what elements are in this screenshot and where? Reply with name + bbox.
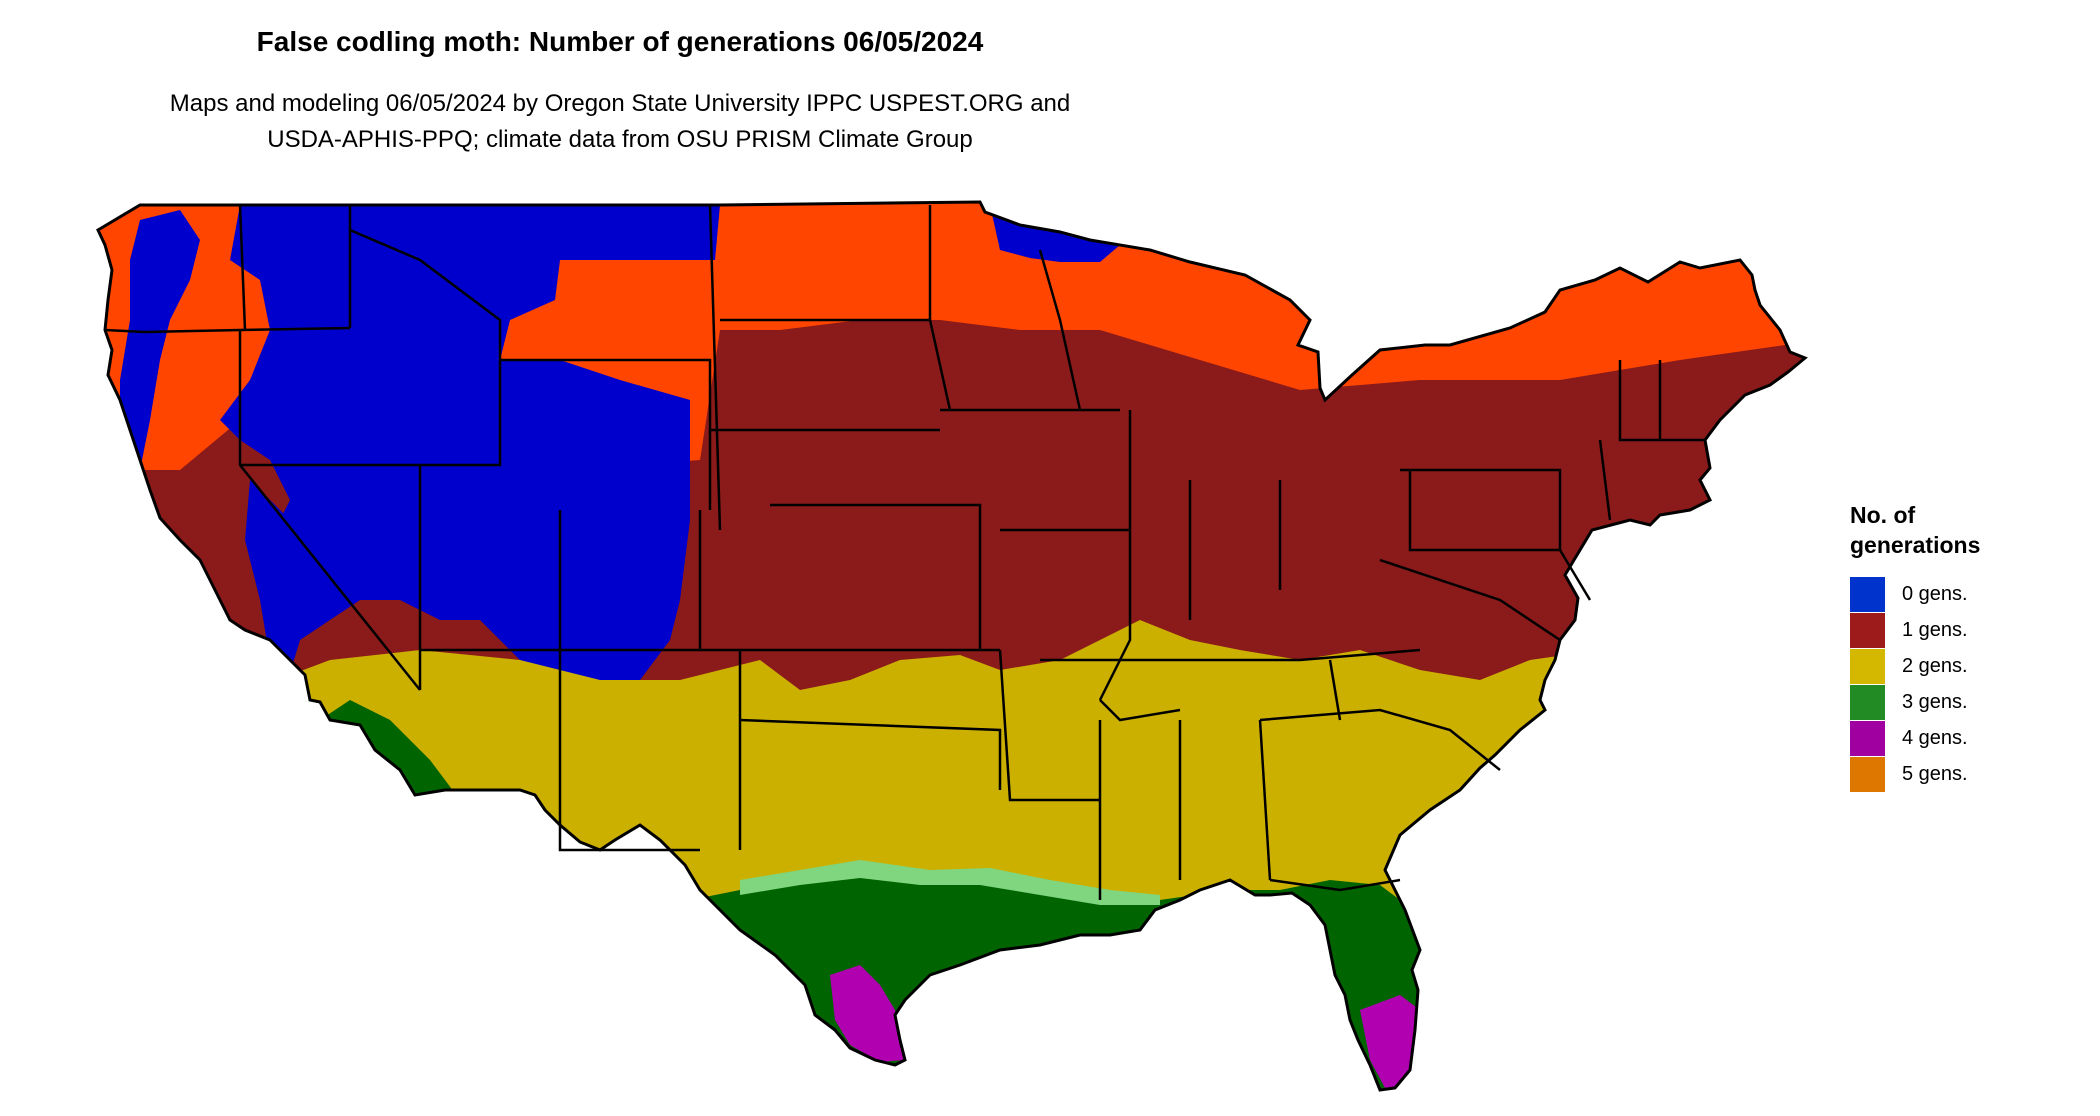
- legend-label: 3 gens.: [1902, 690, 1968, 713]
- map-region-four-texas: [830, 965, 905, 1062]
- legend-label: 4 gens.: [1902, 726, 1968, 749]
- state-border: [1040, 648, 1421, 662]
- legend-swatch: [1850, 648, 1885, 684]
- legend-label: 5 gens.: [1902, 762, 1968, 785]
- state-border: [104, 326, 351, 334]
- state-border: [1408, 470, 1560, 552]
- state-border: [1038, 249, 1082, 411]
- state-border: [558, 650, 700, 852]
- legend-items: 0 gens. 1 gens. 2 gens. 3 gens. 4 gens. …: [1850, 576, 2090, 792]
- state-border: [1379, 558, 1561, 642]
- subtitle-line-2: USDA-APHIS-PPQ; climate data from OSU PR…: [267, 126, 973, 153]
- state-border: [349, 228, 502, 360]
- map-region-three-light: [740, 860, 1160, 905]
- map-legend: No. of generations 0 gens. 1 gens. 2 gen…: [1850, 500, 2090, 792]
- legend-title: No. of generations: [1850, 500, 2090, 560]
- state-border: [238, 204, 247, 331]
- legend-item: 5 gens.: [1850, 756, 2090, 792]
- state-border: [1328, 659, 1342, 721]
- map-region-four-florida: [1360, 995, 1420, 1088]
- legend-swatch: [1850, 756, 1885, 792]
- map-region-zero-cascades: [120, 210, 200, 470]
- legend-swatch: [1850, 720, 1885, 756]
- map-region-three-gulf: [680, 870, 1430, 1090]
- legend-item: 3 gens.: [1850, 684, 2090, 720]
- legend-title-line-2: generations: [1850, 532, 1981, 558]
- map-region-five-keys: [1345, 1092, 1395, 1108]
- us-generations-map: [96, 200, 1807, 1108]
- state-border: [1558, 549, 1592, 601]
- state-border: [1099, 699, 1181, 722]
- subtitle-line-1: Maps and modeling 06/05/2024 by Oregon S…: [169, 90, 1071, 117]
- map-region-two-south: [98, 620, 1805, 1090]
- legend-swatch: [1850, 612, 1885, 648]
- legend-label: 1 gens.: [1902, 618, 1968, 641]
- state-border: [1598, 439, 1612, 521]
- state-border: [770, 503, 982, 650]
- state-border: [998, 649, 1100, 802]
- legend-label: 0 gens.: [1902, 582, 1968, 605]
- legend-label: 2 gens.: [1902, 654, 1968, 677]
- state-border: [1400, 468, 1562, 550]
- legend-swatch: [1850, 684, 1885, 720]
- state-border: [1618, 360, 1705, 442]
- state-border: [739, 718, 1002, 790]
- state-border: [500, 358, 712, 510]
- map-region-zero-rockies: [220, 205, 720, 720]
- state-border: [1259, 708, 1501, 771]
- map-title: False codling moth: Number of generation…: [256, 26, 984, 57]
- legend-swatch: [1850, 576, 1885, 612]
- legend-item: 2 gens.: [1850, 648, 2090, 684]
- legend-item: 1 gens.: [1850, 612, 2090, 648]
- state-border: [708, 204, 722, 531]
- state-border: [1098, 410, 1132, 701]
- state-border: [420, 360, 502, 467]
- state-border: [1258, 719, 1272, 881]
- legend-item: 4 gens.: [1850, 720, 2090, 756]
- legend-item: 0 gens.: [1850, 576, 2090, 612]
- state-border: [1269, 878, 1401, 892]
- map-subtitle: Maps and modeling 06/05/2024 by Oregon S…: [0, 86, 1240, 158]
- state-border: [928, 205, 952, 411]
- legend-title-line-1: No. of: [1850, 502, 1916, 528]
